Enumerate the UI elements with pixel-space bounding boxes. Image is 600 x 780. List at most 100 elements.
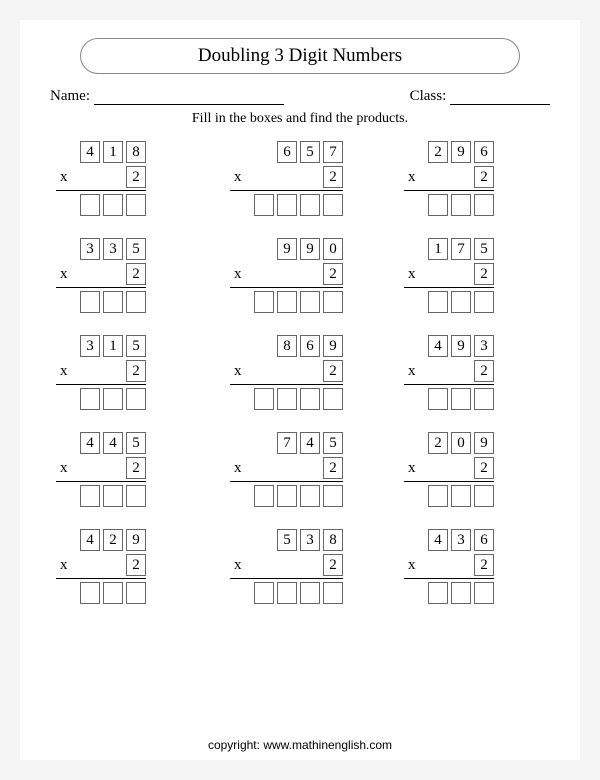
answer-cell[interactable] bbox=[277, 388, 297, 410]
name-blank[interactable] bbox=[94, 89, 284, 105]
answer-cell[interactable] bbox=[254, 582, 274, 604]
worksheet-title: Doubling 3 Digit Numbers bbox=[80, 38, 520, 74]
answer-cell[interactable] bbox=[323, 582, 343, 604]
digit-cell: 5 bbox=[277, 529, 297, 551]
digit-cell: 4 bbox=[428, 335, 448, 357]
class-blank[interactable] bbox=[450, 89, 550, 105]
digit-cell: 6 bbox=[300, 335, 320, 357]
answer-cell[interactable] bbox=[474, 291, 494, 313]
digit-cell: 4 bbox=[80, 529, 100, 551]
answer-cell[interactable] bbox=[277, 582, 297, 604]
answer-cell[interactable] bbox=[80, 582, 100, 604]
answer-cell[interactable] bbox=[323, 485, 343, 507]
answer-cell[interactable] bbox=[126, 388, 146, 410]
answer-cell[interactable] bbox=[451, 194, 471, 216]
answer-cell[interactable] bbox=[428, 388, 448, 410]
answer-cell[interactable] bbox=[126, 291, 146, 313]
answer-cell[interactable] bbox=[300, 388, 320, 410]
answer-cell[interactable] bbox=[277, 291, 297, 313]
answer-cell[interactable] bbox=[300, 582, 320, 604]
answer-cell[interactable] bbox=[474, 194, 494, 216]
multiplier-row: x2 bbox=[56, 166, 146, 191]
digit-cell: 6 bbox=[474, 141, 494, 163]
multiplicand-row: 657 bbox=[277, 141, 343, 163]
answer-cell[interactable] bbox=[428, 291, 448, 313]
times-symbol: x bbox=[56, 363, 68, 380]
answer-cell[interactable] bbox=[80, 485, 100, 507]
answer-cell[interactable] bbox=[103, 485, 123, 507]
multiplicand-row: 538 bbox=[277, 529, 343, 551]
answer-cell[interactable] bbox=[126, 194, 146, 216]
multiplicand-row: 445 bbox=[80, 432, 146, 454]
answer-cell[interactable] bbox=[451, 388, 471, 410]
problem: 745x2 bbox=[230, 432, 343, 507]
answer-cell[interactable] bbox=[474, 485, 494, 507]
multiplicand-row: 418 bbox=[80, 141, 146, 163]
digit-cell: 5 bbox=[323, 432, 343, 454]
digit-cell: 9 bbox=[300, 238, 320, 260]
digit-cell: 5 bbox=[126, 432, 146, 454]
multiplicand-row: 175 bbox=[428, 238, 494, 260]
class-label: Class: bbox=[410, 88, 447, 104]
answer-cell[interactable] bbox=[300, 194, 320, 216]
answer-cell[interactable] bbox=[428, 194, 448, 216]
digit-cell: 2 bbox=[428, 432, 448, 454]
problem: 445x2 bbox=[56, 432, 146, 507]
answer-cell[interactable] bbox=[300, 485, 320, 507]
answer-cell[interactable] bbox=[323, 194, 343, 216]
times-symbol: x bbox=[230, 557, 242, 574]
answer-cell[interactable] bbox=[277, 485, 297, 507]
answer-cell[interactable] bbox=[323, 291, 343, 313]
answer-cell[interactable] bbox=[428, 582, 448, 604]
answer-cell[interactable] bbox=[80, 194, 100, 216]
answer-cell[interactable] bbox=[254, 291, 274, 313]
answer-cell[interactable] bbox=[323, 388, 343, 410]
multiplier-cell: 2 bbox=[126, 457, 146, 479]
multiplier-row: x2 bbox=[56, 554, 146, 579]
problem: 538x2 bbox=[230, 529, 343, 604]
problem: 315x2 bbox=[56, 335, 146, 410]
times-symbol: x bbox=[230, 266, 242, 283]
answer-cell[interactable] bbox=[103, 388, 123, 410]
answer-cell[interactable] bbox=[300, 291, 320, 313]
times-symbol: x bbox=[230, 169, 242, 186]
answer-cell[interactable] bbox=[254, 388, 274, 410]
answer-row bbox=[428, 388, 494, 410]
digit-cell: 6 bbox=[474, 529, 494, 551]
student-info-row: Name: Class: bbox=[50, 88, 550, 105]
answer-cell[interactable] bbox=[126, 582, 146, 604]
multiplier-row: x2 bbox=[404, 166, 494, 191]
digit-cell: 9 bbox=[323, 335, 343, 357]
multiplicand-row: 745 bbox=[277, 432, 343, 454]
answer-cell[interactable] bbox=[80, 388, 100, 410]
answer-cell[interactable] bbox=[103, 194, 123, 216]
answer-cell[interactable] bbox=[428, 485, 448, 507]
answer-cell[interactable] bbox=[474, 582, 494, 604]
answer-cell[interactable] bbox=[126, 485, 146, 507]
answer-cell[interactable] bbox=[103, 291, 123, 313]
digit-cell: 2 bbox=[428, 141, 448, 163]
multiplier-row: x2 bbox=[56, 360, 146, 385]
multiplier-cell: 2 bbox=[126, 554, 146, 576]
answer-cell[interactable] bbox=[103, 582, 123, 604]
digit-cell: 0 bbox=[451, 432, 471, 454]
multiplier-row: x2 bbox=[404, 554, 494, 579]
problem: 335x2 bbox=[56, 238, 146, 313]
answer-cell[interactable] bbox=[474, 388, 494, 410]
multiplicand-row: 869 bbox=[277, 335, 343, 357]
answer-row bbox=[254, 485, 343, 507]
multiplicand-row: 429 bbox=[80, 529, 146, 551]
answer-cell[interactable] bbox=[451, 582, 471, 604]
answer-cell[interactable] bbox=[80, 291, 100, 313]
digit-cell: 4 bbox=[80, 141, 100, 163]
answer-cell[interactable] bbox=[277, 194, 297, 216]
multiplier-row: x2 bbox=[404, 263, 494, 288]
copyright-text: copyright: www.mathinenglish.com bbox=[20, 738, 580, 752]
digit-cell: 7 bbox=[277, 432, 297, 454]
answer-cell[interactable] bbox=[451, 485, 471, 507]
answer-cell[interactable] bbox=[254, 194, 274, 216]
answer-cell[interactable] bbox=[254, 485, 274, 507]
class-field: Class: bbox=[410, 88, 550, 105]
multiplier-cell: 2 bbox=[126, 166, 146, 188]
answer-cell[interactable] bbox=[451, 291, 471, 313]
